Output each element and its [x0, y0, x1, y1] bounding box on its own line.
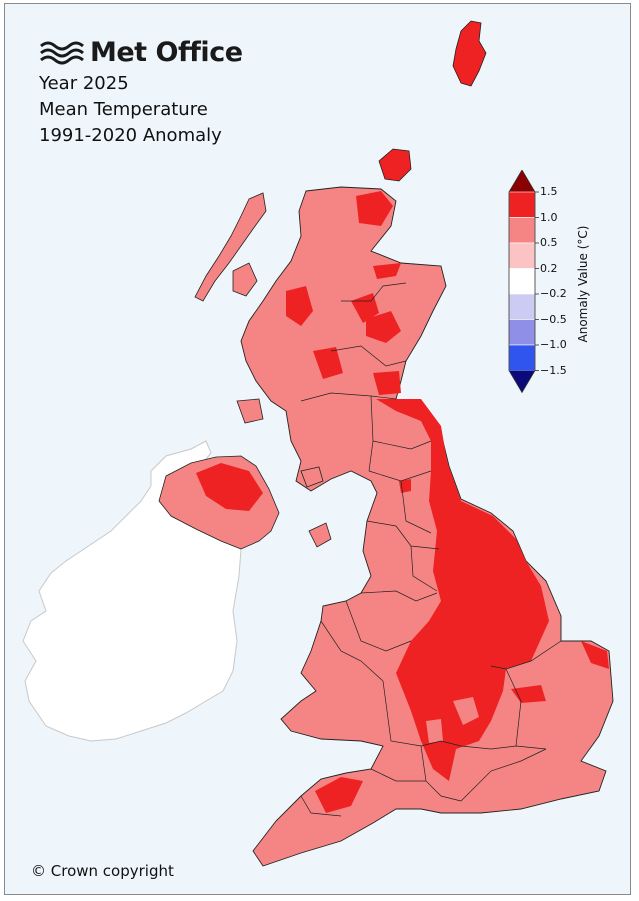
northern-ireland-hotspot	[196, 463, 263, 511]
colorbar-title: Anomaly Value (°C)	[576, 225, 590, 343]
copyright-notice: © Crown copyright	[31, 862, 174, 880]
colorbar-bin	[508, 268, 536, 295]
colorbar-bin	[508, 319, 536, 346]
colorbar-tick-label: −1.5	[540, 363, 567, 377]
colorbar-bin	[508, 242, 536, 269]
colorbar-tick-label: 1.0	[540, 210, 558, 224]
colorbar	[508, 170, 539, 394]
colorbar-bin	[508, 293, 536, 320]
colorbar-bin-below-min	[509, 370, 535, 393]
region-boundaries	[300, 282, 562, 817]
moderate-anomaly-pockets	[426, 697, 479, 743]
colorbar-bin	[508, 191, 536, 218]
colorbar-tick-label: 1.5	[540, 185, 558, 198]
title-baseline: 1991-2020 Anomaly	[39, 125, 222, 146]
colorbar-tick-label: −0.5	[540, 312, 567, 326]
met-office-wave-icon	[40, 41, 84, 64]
outer-hebrides	[194, 192, 267, 302]
colorbar-bin	[508, 217, 536, 244]
orkney	[378, 148, 412, 182]
anglesey	[308, 522, 332, 548]
title-variable: Mean Temperature	[39, 99, 208, 120]
colorbar-tick-label: 0.2	[540, 261, 558, 275]
title-year: Year 2025	[39, 73, 129, 94]
scottish-islands	[232, 262, 324, 488]
brand-name: Met Office	[90, 37, 243, 68]
met-office-logo: Met Office	[39, 37, 243, 68]
uk-anomaly-map	[22, 20, 614, 867]
shetland	[452, 20, 487, 87]
colorbar-legend	[508, 170, 539, 394]
colorbar-tick-label: −0.2	[540, 287, 567, 300]
colorbar-bin-above-max	[509, 170, 535, 192]
colorbar-tick-label: 0.5	[540, 236, 558, 249]
warm-anomaly-areas	[286, 191, 609, 813]
colorbar-bin	[508, 344, 536, 371]
colorbar-tick-label: −1.0	[540, 338, 567, 351]
map-figure: Met Office Year 2025 Mean Temperature 19…	[4, 3, 631, 895]
